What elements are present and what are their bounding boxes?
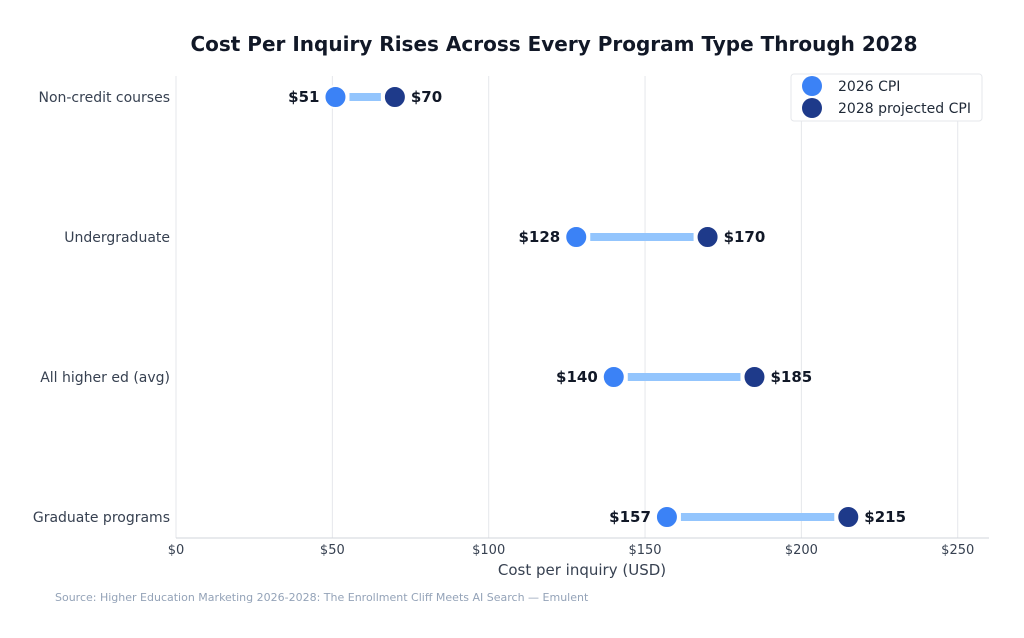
data-label-2026: $51 [288, 88, 319, 106]
data-label-2028: $215 [864, 508, 906, 526]
grid-lines [175, 76, 959, 538]
x-tick-label: $150 [628, 543, 661, 558]
legend-label-2028: 2028 projected CPI [838, 101, 971, 117]
legend-frame [790, 73, 983, 122]
source-note: Source: Higher Education Marketing 2026-… [55, 591, 589, 604]
data-label-2026: $140 [556, 368, 598, 386]
data-label-2026: $157 [609, 508, 651, 526]
y-tick-label: Graduate programs [33, 510, 170, 526]
dot-2026 [323, 85, 348, 109]
dot-2028 [695, 225, 720, 249]
x-tick-label: $0 [168, 543, 185, 558]
x-tick-label: $100 [472, 543, 505, 558]
dot-2028 [836, 505, 861, 529]
data-label-2028: $170 [724, 228, 766, 246]
dot-2026 [654, 505, 679, 529]
x-tick-label: $50 [320, 543, 345, 558]
legend: 2026 CPI 2028 projected CPI [790, 73, 983, 122]
x-ticks: $0 $50 $100 $150 $200 $250 [168, 543, 975, 558]
x-axis-label: Cost per inquiry (USD) [498, 561, 666, 579]
y-tick-label: All higher ed (avg) [40, 370, 170, 386]
dot-2026 [564, 225, 589, 249]
x-tick-label: $200 [785, 543, 818, 558]
legend-label-2026: 2026 CPI [838, 79, 900, 95]
data-label-2028: $70 [411, 88, 442, 106]
dot-2028 [742, 365, 767, 389]
legend-dot-2026 [802, 76, 822, 96]
data-label-2028: $185 [770, 368, 812, 386]
x-tick-label: $250 [941, 543, 974, 558]
chart-marks: $51 $70 $128 $170 $140 $185 $157 $215 [288, 85, 906, 529]
data-label-2026: $128 [518, 228, 560, 246]
y-ticks: Non-credit courses Undergraduate All highe… [33, 90, 170, 526]
dot-2026 [601, 365, 626, 389]
chart-title: Cost Per Inquiry Rises Across Every Prog… [190, 32, 917, 56]
y-tick-label: Non-credit courses [38, 90, 170, 106]
dot-2028 [382, 85, 407, 109]
y-tick-label: Undergraduate [64, 230, 170, 246]
legend-dot-2028 [802, 98, 822, 118]
